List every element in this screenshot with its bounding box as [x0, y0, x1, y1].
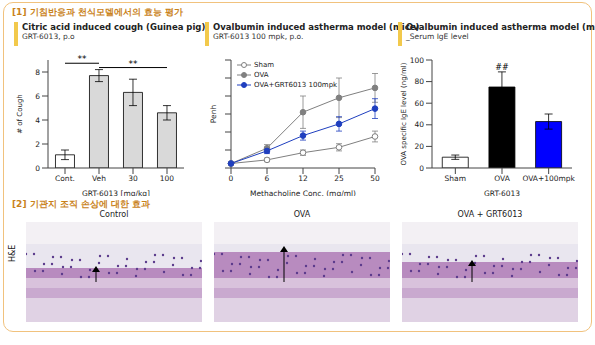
svg-text:# of Cough: # of Cough — [16, 94, 24, 134]
svg-text:100: 100 — [410, 56, 425, 65]
html-text:GRT-6013, p.o: GRT-6013, p.o — [22, 32, 75, 41]
svg-text:Cont.: Cont. — [55, 174, 75, 183]
html-text:OVA: OVA — [254, 71, 269, 79]
svg-text:30: 30 — [128, 174, 138, 183]
svg-text:60: 60 — [414, 99, 424, 108]
html-text:Control: Control — [99, 210, 129, 219]
svg-text:6: 6 — [35, 92, 40, 101]
html-text:OVA+GRT6013 100mpk: OVA+GRT6013 100mpk — [254, 81, 338, 89]
svg-text:25: 25 — [334, 174, 344, 183]
html-text:[1] 기침반응과 천식모델에서의 효능 평가: [1] 기침반응과 천식모델에서의 효능 평가 — [12, 7, 183, 17]
svg-text:**: ** — [78, 54, 88, 64]
svg-text:Penh: Penh — [209, 105, 218, 124]
svg-text:80: 80 — [414, 77, 424, 86]
html-text:OVA: OVA — [293, 210, 311, 219]
html-text:Citric acid induced cough (Gui: Citric acid induced cough (Guinea pig) — [22, 22, 206, 32]
html-text:Ovalbumin induced astherma mod: Ovalbumin induced astherma model (mice) — [213, 22, 420, 32]
html-text:[2] 기관지 조직 손상에 대한 효과: [2] 기관지 조직 손상에 대한 효과 — [12, 199, 151, 209]
svg-text:OVA+100mpk: OVA+100mpk — [522, 174, 575, 183]
svg-text:GRT-6013 [mg/kg]: GRT-6013 [mg/kg] — [82, 189, 150, 196]
svg-text:8: 8 — [35, 68, 40, 77]
svg-text:6: 6 — [265, 174, 270, 183]
svg-text:OVA: OVA — [494, 174, 510, 183]
svg-text:GRT-6013: GRT-6013 — [484, 189, 520, 196]
svg-text:40: 40 — [414, 120, 424, 129]
svg-text:Sham: Sham — [445, 174, 466, 183]
svg-text:Methacholine Conc. (mg/ml): Methacholine Conc. (mg/ml) — [250, 189, 356, 196]
svg-text:0: 0 — [419, 164, 424, 173]
svg-text:100: 100 — [160, 174, 175, 183]
svg-text:##: ## — [495, 63, 509, 72]
html-text:_Serum IgE level: _Serum IgE level — [406, 32, 469, 41]
html-text:GRT-6013 100 mpk, p.o.: GRT-6013 100 mpk, p.o. — [213, 32, 304, 41]
svg-text:**: ** — [129, 59, 139, 69]
html-text:H&E: H&E — [8, 244, 17, 262]
svg-text:20: 20 — [414, 142, 424, 151]
svg-text:2: 2 — [35, 140, 40, 149]
svg-text:0: 0 — [229, 174, 234, 183]
svg-text:4: 4 — [35, 116, 40, 125]
svg-text:OVA specific IgE level (ng/ml): OVA specific IgE level (ng/ml) — [400, 62, 408, 165]
html-text:Sham: Sham — [254, 61, 274, 69]
svg-text:12: 12 — [298, 174, 308, 183]
html-text:OVA + GRT6013: OVA + GRT6013 — [457, 210, 523, 219]
svg-text:0: 0 — [35, 164, 40, 173]
svg-text:50: 50 — [370, 174, 380, 183]
svg-text:Veh: Veh — [92, 174, 106, 183]
